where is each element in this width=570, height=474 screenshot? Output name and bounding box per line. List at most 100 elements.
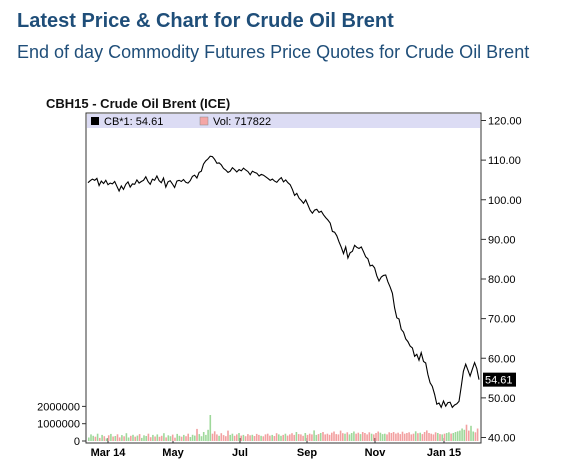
volume-bar	[348, 434, 351, 441]
volume-bar	[419, 432, 421, 441]
volume-bar	[414, 431, 417, 441]
volume-bar	[452, 433, 455, 441]
volume-bar	[463, 429, 466, 442]
volume-bar	[273, 436, 276, 441]
volume-bar	[138, 434, 141, 441]
volume-bar	[103, 436, 106, 441]
volume-bar	[313, 430, 315, 441]
legend-bar	[87, 114, 480, 128]
volume-bar	[428, 433, 430, 441]
volume-bar	[240, 435, 242, 441]
volume-bar	[130, 435, 132, 441]
volume-bar	[280, 435, 282, 441]
volume-bar	[359, 434, 362, 441]
volume-bar	[275, 433, 278, 441]
volume-bar	[94, 436, 97, 441]
volume-bar	[432, 434, 435, 441]
volume-bar	[346, 432, 349, 441]
volume-bar	[134, 436, 136, 441]
volume-bar	[421, 434, 424, 441]
volume-bar	[426, 430, 428, 441]
volume-bar	[145, 436, 147, 441]
volume-bar	[454, 432, 457, 441]
volume-bar	[289, 434, 291, 441]
volume-bar	[412, 433, 415, 441]
volume-bar	[227, 430, 229, 441]
volume-bar	[417, 433, 419, 441]
volume-bar	[397, 432, 399, 441]
volume-bar	[149, 437, 152, 441]
volume-bar	[112, 436, 114, 441]
volume-bar	[211, 433, 214, 441]
x-axis: Mar 14 May Jul Sep Nov Jan 15	[91, 438, 461, 459]
y-tick-label: 90.00	[488, 234, 516, 246]
y-axis: 120.00 110.00 100.00 90.00 80.00 70.00 60.00 50…	[481, 116, 522, 445]
volume-bar	[377, 431, 379, 441]
volume-bar	[198, 434, 201, 441]
volume-bar	[171, 434, 174, 441]
volume-bar	[468, 430, 470, 441]
volume-bar	[476, 428, 479, 441]
volume-bar	[260, 435, 262, 441]
volume-bar	[176, 433, 178, 441]
volume-bar	[366, 434, 368, 441]
y-tick-label: 60.00	[488, 353, 516, 365]
volume-tick-label: 2000000	[37, 401, 80, 413]
volume-axis: 2000000 1000000 0	[37, 401, 86, 448]
volume-bar	[213, 431, 216, 441]
volume-bar	[125, 433, 128, 441]
volume-bar	[269, 435, 271, 441]
volume-bar	[331, 432, 333, 441]
volume-bar	[353, 431, 355, 441]
volume-bar	[308, 433, 311, 441]
y-tick-label: 50.00	[488, 393, 516, 405]
volume-bar	[448, 432, 450, 441]
volume-bar	[390, 433, 393, 441]
last-price-marker: 54.61	[483, 372, 516, 387]
volume-bar	[180, 436, 183, 441]
volume-bar	[141, 437, 143, 441]
volume-bar	[264, 434, 267, 441]
volume-bar	[99, 437, 101, 441]
volume-bar	[291, 433, 293, 441]
volume-bar	[357, 432, 360, 441]
volume-bar	[249, 435, 251, 441]
y-tick-label: 120.00	[488, 116, 522, 128]
volume-bar	[408, 432, 410, 441]
volume-bar	[127, 437, 130, 441]
volume-bar	[238, 433, 240, 441]
volume-bar	[443, 433, 446, 441]
volume-bar	[225, 436, 227, 441]
volume-bar	[105, 438, 108, 441]
volume-bar	[114, 436, 117, 441]
volume-bar	[207, 429, 209, 442]
volume-bar	[90, 434, 92, 441]
volume-bar	[286, 435, 289, 441]
x-tick-label: Nov	[365, 447, 387, 459]
volume-bar	[337, 434, 340, 441]
price-line	[87, 155, 480, 409]
legend-price-label: CB*1: 54.61	[104, 116, 163, 128]
volume-bar	[152, 434, 154, 441]
volume-bar	[202, 432, 205, 441]
volume-bar	[247, 434, 249, 441]
x-tick-label: Sep	[297, 447, 317, 459]
volume-bar	[222, 435, 225, 441]
volume-bar	[147, 433, 150, 441]
volume-bar	[399, 434, 402, 441]
volume-bar	[344, 433, 346, 441]
volume-bar	[361, 432, 364, 441]
volume-bar	[189, 437, 192, 441]
volume-bar	[403, 433, 406, 441]
volume-bar	[300, 434, 302, 441]
volume-bar	[368, 432, 371, 441]
volume-bar	[178, 435, 181, 441]
volume-tick-label: 0	[74, 436, 80, 448]
volume-bar	[364, 433, 366, 441]
legend-volume-label: Vol: 717822	[213, 116, 271, 128]
volume-bar	[160, 435, 163, 441]
volume-bar	[262, 436, 265, 441]
volume-bar	[185, 436, 187, 441]
volume-bar	[216, 434, 218, 441]
volume-bar	[242, 434, 245, 441]
